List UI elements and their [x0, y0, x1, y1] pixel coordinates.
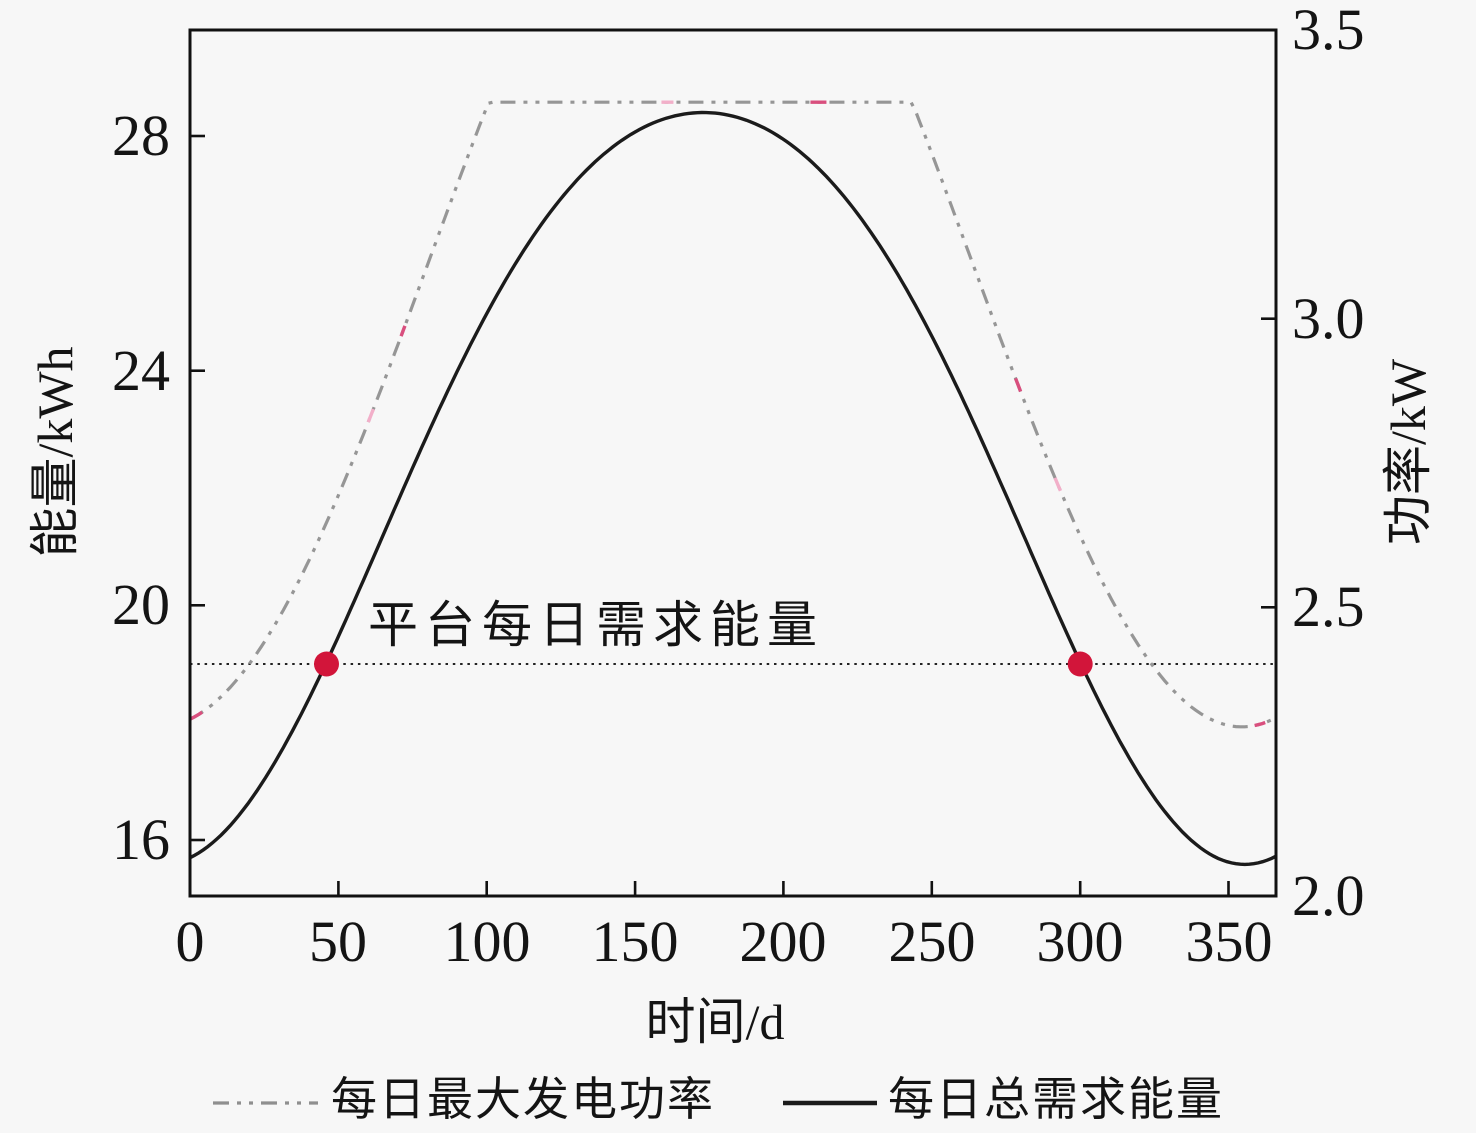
x-axis-tick-label: 200 — [739, 909, 827, 974]
legend-label-max-generation-power: 每日最大发电功率 — [331, 1074, 715, 1125]
x-axis-tick-label: 250 — [888, 909, 976, 974]
max-generation-power-curve-accent-light — [189, 100, 1277, 729]
left-axis-tick-label: 20 — [112, 572, 170, 637]
right-axis-tick-label: 3.5 — [1292, 0, 1365, 62]
reference-line-label: 平台每日需求能量 — [368, 597, 824, 653]
right-axis-title: 功率/kW — [1380, 358, 1436, 546]
plot-frame — [188, 28, 1278, 898]
left-axis-tick-label: 28 — [112, 103, 170, 168]
intersection-dot — [314, 651, 339, 677]
intersection-dot — [1067, 651, 1093, 677]
x-axis-tick-label: 350 — [1185, 909, 1273, 974]
legend-label-total-demand-energy: 每日总需求能量 — [888, 1074, 1224, 1125]
left-axis-title: 能量/kWh — [27, 346, 83, 558]
x-axis-tick-label: 0 — [175, 909, 205, 974]
right-axis-tick-label: 2.0 — [1292, 863, 1365, 928]
x-axis-tick-label: 300 — [1036, 909, 1124, 974]
x-axis-tick-label: 150 — [591, 909, 679, 974]
right-axis-tick-label: 2.5 — [1292, 574, 1365, 639]
left-axis-tick-label: 16 — [112, 807, 170, 872]
left-axis-tick-label: 24 — [112, 338, 170, 403]
right-axis-tick-label: 3.0 — [1292, 286, 1365, 351]
total-demand-energy-curve — [189, 110, 1277, 867]
x-axis-title: 时间/d — [645, 994, 785, 1050]
x-axis-tick-label: 50 — [309, 909, 367, 974]
x-axis-tick-label: 100 — [443, 909, 531, 974]
